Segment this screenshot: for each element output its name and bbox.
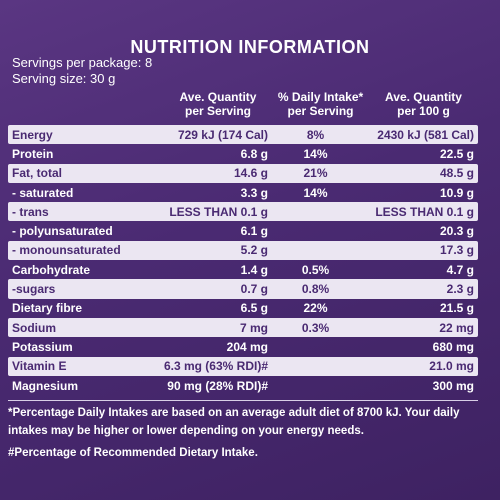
nutrient-name: - monounsaturated <box>12 243 121 258</box>
nutrient-name: Sodium <box>12 320 56 335</box>
cell-value: 3.3 g <box>240 185 268 200</box>
header-line: per Serving <box>184 104 252 118</box>
header-line: Ave. Quantity <box>179 90 257 104</box>
cell-value: 1.4 g <box>240 262 268 277</box>
servings-per-package: Servings per package: 8 <box>12 55 153 70</box>
cell-value: 6.5 g <box>240 301 268 316</box>
cell-value: 14% <box>303 185 328 200</box>
nutrient-name: Protein <box>12 146 54 161</box>
cell-value: 680 mg <box>432 339 474 354</box>
cell-value: LESS THAN 0.1 g <box>375 204 474 219</box>
cell-value: 14.6 g <box>233 166 268 181</box>
table-body: Energy 729 kJ (174 Cal) 8% 2430 kJ (581 Cal… <box>8 125 478 395</box>
cell-value: 6.3 mg (63% RDI)# <box>163 359 268 374</box>
table-header: Ave. Quantity per Serving% Daily Intake* p… <box>8 90 478 124</box>
header-spacer <box>8 90 158 124</box>
nutrient-name: Energy <box>12 127 53 142</box>
nutrient-name: Fat, total <box>12 166 62 181</box>
cell-value: 0.8% <box>301 282 330 297</box>
cell-value: 22% <box>303 301 328 316</box>
cell-value: 8% <box>306 127 325 142</box>
cell-value: 20.3 g <box>439 224 474 239</box>
cell-value: 21.0 mg <box>429 359 474 374</box>
cell-value: 4.7 g <box>446 262 474 277</box>
cell-value: 0.7 g <box>240 282 268 297</box>
cell-value: 204 mg <box>226 339 268 354</box>
nutrient-name: Magnesium <box>12 378 79 393</box>
table-row: Energy 729 kJ (174 Cal) 8% 2430 kJ (581 Cal… <box>8 125 478 145</box>
cell-value: 14% <box>303 146 328 161</box>
nutrient-name: Potassium <box>12 339 73 354</box>
cell-value: 0.3% <box>301 320 330 335</box>
cell-value: 17.3 g <box>439 243 474 258</box>
cell-value: 10.9 g <box>439 185 474 200</box>
footnote: *Percentage Daily Intakes are based on a… <box>8 407 460 437</box>
cell-value: 21.5 g <box>439 301 474 316</box>
nutrient-name: Vitamin E <box>12 359 67 374</box>
header-line: per 100 g <box>397 104 450 118</box>
serving-size: Serving size: 30 g <box>12 71 116 86</box>
title: NUTRITION INFORMATION <box>130 37 370 57</box>
table-row: - saturated 3.3 g 14% 10.9 g <box>8 183 478 202</box>
table-row: -sugars 0.7 g 0.8% 2.3 g <box>8 279 478 299</box>
cell-value: 2.3 g <box>446 282 474 297</box>
cell-value: 7 mg <box>239 320 268 335</box>
cell-value: 729 kJ (174 Cal) <box>177 127 268 142</box>
cell-value: 6.8 g <box>240 146 268 161</box>
table-row: - polyunsaturated 6.1 g 20.3 g <box>8 221 478 240</box>
nutrient-name: Carbohydrate <box>12 262 91 277</box>
table-row: Sodium 7 mg 0.3% 22 mg <box>8 317 478 338</box>
table-row: - monounsaturated 5.2 g 17.3 g <box>8 240 478 261</box>
cell-value: 22 mg <box>439 320 474 335</box>
cell-value: 22.5 g <box>439 146 474 161</box>
cell-value: 6.1 g <box>240 224 268 239</box>
nutrient-name: - trans <box>12 204 49 219</box>
nutrient-name: - saturated <box>12 185 74 200</box>
cell-value: 0.5% <box>301 262 330 277</box>
table-row: Magnesium 90 mg (28% RDI)# 300 mg <box>8 376 478 395</box>
cell-value: 21% <box>303 166 328 181</box>
footnote: #Percentage of Recommended Dietary Intak… <box>8 447 258 459</box>
cell-value: 90 mg (28% RDI)# <box>167 378 268 393</box>
cell-value: 5.2 g <box>240 243 268 258</box>
table-row: Vitamin E 6.3 mg (63% RDI)# 21.0 mg <box>8 356 478 376</box>
nutrient-name: -sugars <box>12 282 56 297</box>
cell-value: 48.5 g <box>439 166 474 181</box>
table-row: Protein 6.8 g 14% 22.5 g <box>8 144 478 163</box>
header-cell: % Daily Intake* per Serving <box>268 90 373 124</box>
table-row: Fat, total 14.6 g 21% 48.5 g <box>8 163 478 183</box>
cell-value: LESS THAN 0.1 g <box>169 204 268 219</box>
cell-value: 2430 kJ (581 Cal) <box>377 127 474 142</box>
nutrient-name: Dietary fibre <box>12 301 83 316</box>
header-line: Ave. Quantity <box>385 90 462 104</box>
separator <box>8 400 478 401</box>
table-row: Dietary fibre 6.5 g 22% 21.5 g <box>8 299 478 318</box>
table-row: - trans LESS THAN 0.1 g LESS THAN 0.1 g <box>8 202 478 222</box>
nutrient-name: - polyunsaturated <box>12 224 113 239</box>
table-row: Carbohydrate 1.4 g 0.5% 4.7 g <box>8 260 478 279</box>
table-row: Potassium 204 mg 680 mg <box>8 337 478 356</box>
cell-value: 300 mg <box>432 378 474 393</box>
header-line: per Serving <box>287 104 354 118</box>
header-line: % Daily Intake* <box>277 90 364 104</box>
header-cell: Ave. Quantity per 100 g <box>373 90 478 124</box>
header-cell: Ave. Quantity per Serving <box>158 90 268 124</box>
